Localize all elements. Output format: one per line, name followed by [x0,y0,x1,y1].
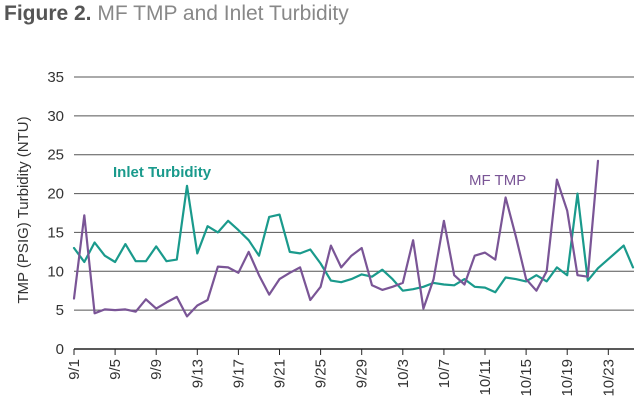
series-lines [72,159,635,318]
x-tick-label: 10/15 [518,359,535,397]
mf-tmp-line [72,159,600,318]
figure-title: MF TMP and Inlet Turbidity [97,2,349,25]
x-tick-label: 10/11 [477,359,494,395]
y-tick-label: 20 [47,186,64,203]
x-axis-ticks: 9/1 9/5 9/9 9/13 9/17 9/21 9/25 9/29 10/3 10/7 10/… [66,349,617,397]
x-tick-label: 9/9 [148,359,165,380]
x-tick-label: 9/5 [107,359,124,380]
y-tick-label: 15 [47,224,64,241]
x-tick-label: 9/29 [354,359,371,388]
y-tick-label: 30 [47,108,64,125]
y-axis-ticks: 0 5 10 15 20 25 30 35 [47,69,64,358]
x-tick-label: 9/17 [230,359,247,388]
inlet-turbidity-line [72,184,635,294]
figure-heading: Figure 2. MF TMP and Inlet Turbidity [4,2,349,26]
x-tick-label: 10/23 [600,359,617,397]
x-tick-label: 10/7 [436,359,453,388]
y-tick-label: 25 [47,147,64,164]
gridlines [74,76,634,350]
x-tick-label: 9/21 [272,359,289,388]
x-tick-label: 10/19 [559,359,576,397]
y-tick-label: 0 [56,341,64,358]
x-tick-label: 9/13 [189,359,206,388]
x-tick-label: 9/25 [313,359,330,388]
series-label-mf-tmp: MF TMP [469,172,526,189]
series-label-inlet-turbidity: Inlet Turbidity [113,164,212,181]
y-axis-title: TMP (PSIG) Turbidity (NTU) [15,116,32,303]
figure-number: Figure 2. [4,2,92,25]
y-tick-label: 10 [47,263,64,280]
y-tick-label: 5 [56,302,64,319]
y-tick-label: 35 [47,69,64,86]
x-tick-label: 10/3 [395,359,412,388]
x-tick-label: 9/1 [66,359,83,380]
